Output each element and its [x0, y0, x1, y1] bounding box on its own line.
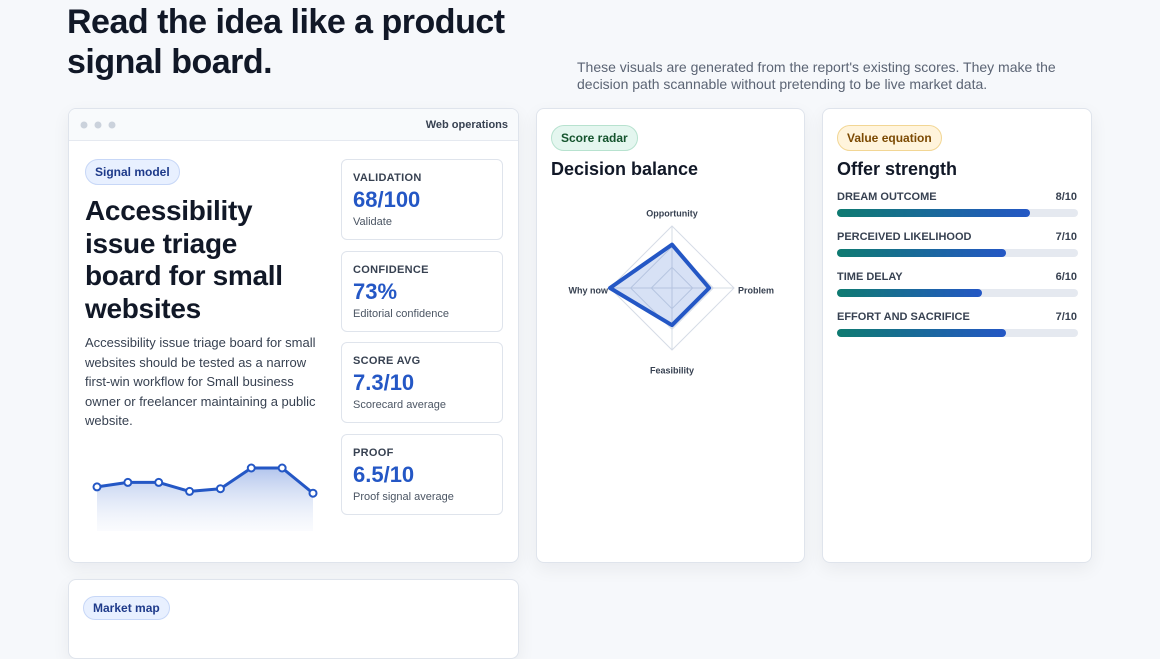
- window-bar: Web operations: [69, 109, 518, 141]
- metric-label: PROOF: [353, 446, 394, 459]
- metric-label: VALIDATION: [353, 172, 422, 184]
- bar-track: [837, 209, 1078, 217]
- page-title: Read the idea like a product signal boar…: [67, 3, 505, 81]
- metric-caption: Proof signal average: [353, 490, 454, 503]
- metric-card: SCORE AVG 7.3/10 Scorecard average: [341, 342, 503, 423]
- metric-caption: Validate: [353, 216, 392, 228]
- card-title: Decision balance: [551, 159, 699, 179]
- metric-card: CONFIDENCE 73% Editorial confidence: [341, 250, 503, 332]
- bar-track: [837, 329, 1078, 337]
- pill: Market map: [83, 596, 170, 620]
- sparkline-point: [154, 477, 164, 487]
- bar-score: 8/10: [1055, 191, 1077, 203]
- radar-axis-label: Problem: [738, 285, 774, 295]
- window-label: Web operations: [425, 119, 508, 131]
- sparkline-line: [96, 466, 314, 495]
- radar-card: Score radar Decision balance Opportunity…: [536, 108, 805, 563]
- metric-value: 68/100: [353, 187, 421, 212]
- pill: Value equation: [837, 125, 942, 151]
- sparkline-area: [97, 468, 313, 531]
- metric-label: SCORE AVG: [353, 355, 421, 367]
- radar-axis-label: Why now: [569, 285, 609, 295]
- sparkline-point: [185, 486, 195, 496]
- radar-chart: Opportunity Problem Feasibility Why now: [569, 208, 775, 375]
- bar-label: TIME DELAY 6/10: [837, 271, 1077, 283]
- card-body: Accessibility issue triage board for sma…: [85, 335, 316, 429]
- bar: [837, 209, 1030, 217]
- metric-card: PROOF 6.5/10 Proof signal average: [341, 433, 503, 515]
- metric-value: 73%: [353, 278, 398, 304]
- bar-label: DREAM OUTCOME 8/10: [837, 191, 1077, 203]
- sparkline-point: [92, 482, 102, 492]
- bar: [837, 289, 982, 297]
- sparkline-point: [277, 463, 287, 473]
- metric-value: 6.5/10: [353, 461, 415, 487]
- bar-score: 6/10: [1055, 271, 1077, 283]
- pill: Signal model: [85, 159, 180, 185]
- sparkline: [92, 463, 318, 531]
- window-dots: [80, 121, 116, 129]
- metric-caption: Editorial confidence: [353, 307, 450, 320]
- bar: [837, 329, 1006, 337]
- bar-track: [837, 249, 1078, 257]
- bar: [837, 249, 1006, 257]
- bar-label: EFFORT AND SACRIFICE 7/10: [837, 311, 1077, 323]
- card-title: Accessibility issue triage board for sma…: [85, 195, 283, 324]
- page: Read the idea like a product signal boar…: [67, 3, 1092, 659]
- offer-card: Value equation Offer strength DREAM OUTC…: [822, 108, 1092, 563]
- signal-card: Web operations Signal model Accessibilit…: [68, 108, 519, 563]
- market-card: Market map: [68, 579, 519, 659]
- radar-axis-label: Feasibility: [650, 365, 694, 375]
- sparkline-point: [215, 484, 225, 494]
- radar-axis-label: Opportunity: [646, 208, 698, 218]
- bar-label: PERCEIVED LIKELIHOOD 7/10: [837, 231, 1077, 243]
- radar-shape: [608, 242, 712, 328]
- description: These visuals are generated from the rep…: [577, 59, 1056, 92]
- card-title: Offer strength: [837, 159, 958, 179]
- pill: Score radar: [551, 125, 638, 151]
- sparkline-point: [123, 477, 133, 487]
- bar-score: 7/10: [1055, 311, 1077, 323]
- metric-label: CONFIDENCE: [353, 263, 429, 276]
- metric-caption: Scorecard average: [353, 399, 446, 411]
- sparkline-point: [308, 488, 318, 498]
- bar-track: [837, 289, 1078, 297]
- metric-card: VALIDATION 68/100 Validate: [341, 159, 503, 240]
- sparkline-point: [246, 463, 256, 473]
- bar-score: 7/10: [1055, 231, 1077, 243]
- metric-value: 7.3/10: [353, 370, 415, 395]
